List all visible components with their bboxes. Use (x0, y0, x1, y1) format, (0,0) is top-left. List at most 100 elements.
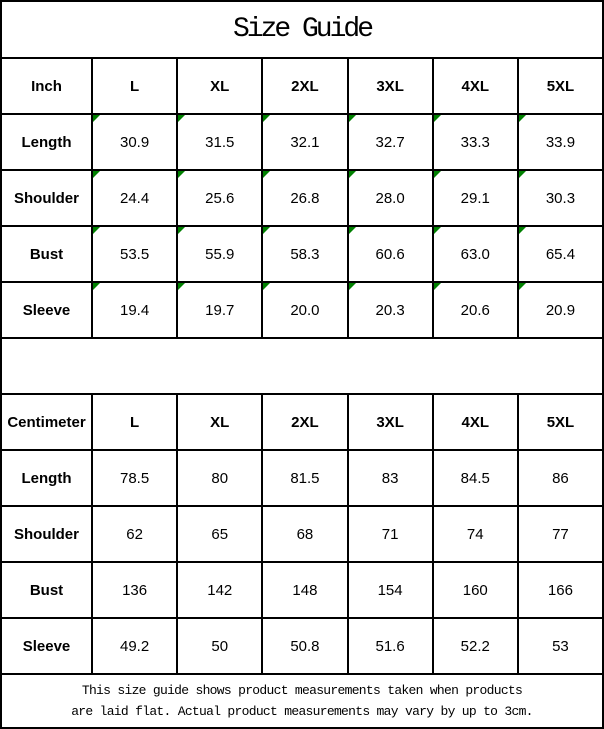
page-title: Size Guide (232, 14, 374, 45)
size-value: 65 (211, 525, 229, 543)
inch-header-row: Inch L XL 2XL 3XL 4XL 5XL (2, 59, 602, 115)
size-value: 55.9 (205, 245, 235, 263)
size-value: 30.3 (545, 189, 576, 207)
green-triangle-marker (178, 115, 186, 122)
size-value: 49.2 (119, 637, 150, 655)
column-header: XL (178, 395, 264, 449)
size-value: 68 (296, 525, 314, 543)
green-triangle-marker (178, 227, 186, 234)
green-triangle-marker (433, 283, 441, 290)
size-value-cell: 30.9 (93, 115, 179, 169)
size-value: 28.0 (375, 189, 405, 207)
size-value: 30.9 (119, 133, 150, 151)
table-row: Shoulder 24.4 25.6 26.8 28.0 29.1 30.3 (2, 171, 602, 227)
size-value: 77 (552, 525, 569, 543)
size-value: 58.3 (290, 245, 320, 263)
size-value: 78.5 (119, 469, 150, 487)
size-value-cell: 26.8 (263, 171, 349, 225)
size-value-cell: 60.6 (348, 227, 434, 281)
size-value-cell: 33.3 (433, 115, 519, 169)
size-value-cell: 62 (93, 507, 179, 561)
green-triangle-marker (348, 227, 356, 234)
footer-line-2: are laid flat. Actual product measuremen… (71, 704, 533, 719)
size-value-cell: 32.1 (263, 115, 349, 169)
size-value-cell: 25.6 (178, 171, 264, 225)
size-value: 65.4 (545, 245, 576, 263)
size-value: 160 (462, 581, 488, 599)
size-value-cell: 33.9 (518, 115, 602, 169)
size-value: 20.0 (290, 301, 320, 319)
footer-note: This size guide shows product measuremen… (2, 675, 602, 727)
green-triangle-marker (348, 115, 356, 122)
size-value-cell: 78.5 (93, 451, 179, 505)
size-value: 60.6 (375, 245, 405, 263)
row-label: Length (2, 115, 93, 169)
size-value-cell: 28.0 (348, 171, 434, 225)
green-triangle-marker (348, 171, 356, 178)
row-label: Bust (2, 563, 93, 617)
column-header-unit: Centimeter (2, 395, 93, 449)
column-header: 2XL (263, 395, 349, 449)
size-value: 154 (377, 581, 403, 599)
size-value-cell: 19.7 (178, 283, 264, 337)
column-header: 3XL (349, 59, 434, 113)
size-value: 71 (381, 525, 399, 543)
green-triangle-marker (263, 283, 271, 290)
size-value: 33.3 (460, 133, 490, 151)
column-header: 4XL (434, 395, 519, 449)
green-triangle-marker (93, 283, 100, 290)
size-value: 26.8 (290, 189, 320, 207)
row-label: Bust (2, 227, 93, 281)
green-triangle-marker (518, 171, 526, 178)
size-value-cell: 19.4 (93, 283, 179, 337)
table-row: Bust 136 142 148 154 160 166 (2, 563, 602, 619)
column-header: XL (178, 59, 264, 113)
size-value: 50 (211, 637, 229, 655)
size-value-cell: 51.6 (349, 619, 434, 673)
size-value: 136 (122, 581, 148, 599)
size-value: 62 (126, 525, 143, 543)
size-value-cell: 83 (349, 451, 434, 505)
green-triangle-marker (93, 227, 100, 234)
size-value-cell: 29.1 (433, 171, 519, 225)
size-value-cell: 74 (434, 507, 519, 561)
green-triangle-marker (518, 283, 526, 290)
cm-header-row: Centimeter L XL 2XL 3XL 4XL 5XL (2, 395, 602, 451)
size-value-cell: 166 (519, 563, 602, 617)
size-value-cell: 53 (519, 619, 602, 673)
size-value: 33.9 (545, 133, 576, 151)
title-row: Size Guide (2, 2, 602, 59)
size-value-cell: 154 (349, 563, 434, 617)
size-value-cell: 142 (178, 563, 264, 617)
green-triangle-marker (263, 171, 271, 178)
size-value: 31.5 (205, 133, 235, 151)
green-triangle-marker (433, 171, 441, 178)
spacer-row (2, 339, 602, 395)
size-value: 166 (547, 581, 573, 599)
green-triangle-marker (433, 227, 441, 234)
column-header-unit: Inch (2, 59, 93, 113)
size-value: 19.4 (119, 301, 150, 319)
size-value-cell: 80 (178, 451, 264, 505)
size-value-cell: 81.5 (263, 451, 349, 505)
size-value: 24.4 (119, 189, 150, 207)
size-value: 20.3 (375, 301, 405, 319)
size-value-cell: 65.4 (518, 227, 602, 281)
size-value: 32.7 (375, 133, 405, 151)
size-value-cell: 63.0 (433, 227, 519, 281)
size-value: 83 (381, 469, 399, 487)
green-triangle-marker (93, 171, 100, 178)
size-value-cell: 68 (263, 507, 349, 561)
size-value: 80 (211, 469, 229, 487)
size-value: 52.2 (460, 637, 490, 655)
size-value: 50.8 (290, 637, 320, 655)
size-value-cell: 77 (519, 507, 602, 561)
footer-line-1: This size guide shows product measuremen… (81, 683, 523, 698)
size-value-cell: 71 (349, 507, 434, 561)
column-header: L (93, 59, 179, 113)
size-value-cell: 84.5 (434, 451, 519, 505)
size-value-cell: 32.7 (348, 115, 434, 169)
size-value-cell: 31.5 (178, 115, 264, 169)
size-value-cell: 58.3 (263, 227, 349, 281)
size-value: 142 (207, 581, 233, 599)
